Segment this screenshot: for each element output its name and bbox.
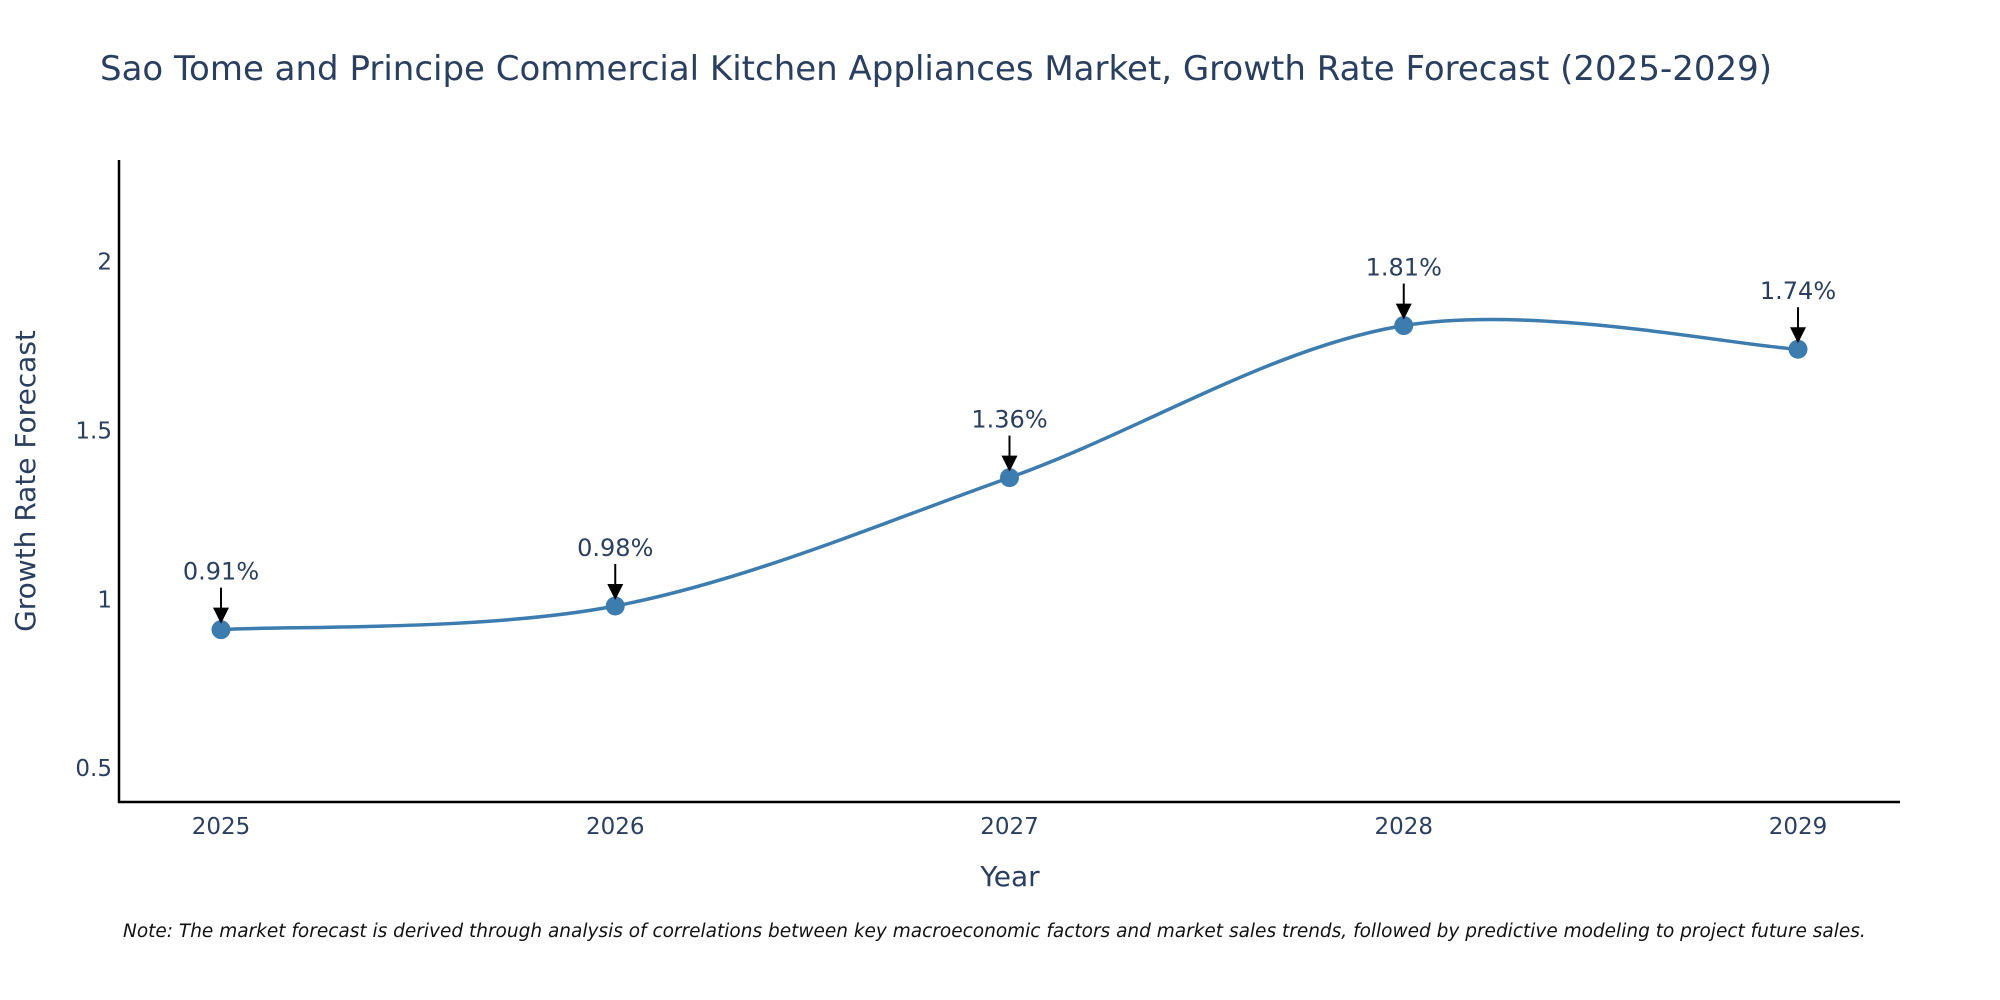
y-tick-label: 1.5 (75, 418, 112, 444)
x-tick-label: 2027 (980, 814, 1039, 840)
x-axis-title: Year (979, 860, 1040, 893)
data-label-annotations: 0.91% 0.98% 1.36% 1.81% 1.74% (183, 254, 1836, 624)
data-label: 0.91% (183, 558, 259, 586)
x-tick-label: 2026 (586, 814, 645, 840)
data-point (1000, 468, 1019, 488)
data-point (1394, 316, 1414, 336)
y-axis-title: Growth Rate Forecast (9, 330, 42, 632)
y-tick-label: 1 (97, 587, 112, 613)
footnote: Note: The market forecast is derived thr… (123, 921, 1866, 942)
x-tick-label: 2025 (192, 814, 251, 840)
y-tick-label: 2 (97, 249, 112, 275)
data-point (605, 596, 625, 616)
y-tick-label: 0.5 (75, 756, 112, 782)
data-markers (211, 316, 1808, 640)
data-label: 1.36% (971, 406, 1047, 434)
x-tick-label: 2028 (1374, 814, 1433, 840)
x-axis-ticks: 2025 2026 2027 2028 2029 (192, 814, 1828, 840)
data-point (1788, 339, 1808, 359)
chart-title: Sao Tome and Principe Commercial Kitchen… (100, 49, 1772, 89)
data-label: 1.81% (1366, 254, 1442, 282)
data-label: 0.98% (577, 534, 653, 562)
data-point (211, 620, 231, 640)
y-axis-ticks: 0.5 1 1.5 2 (75, 249, 112, 782)
x-tick-label: 2029 (1769, 814, 1828, 840)
data-label: 1.74% (1760, 277, 1836, 305)
